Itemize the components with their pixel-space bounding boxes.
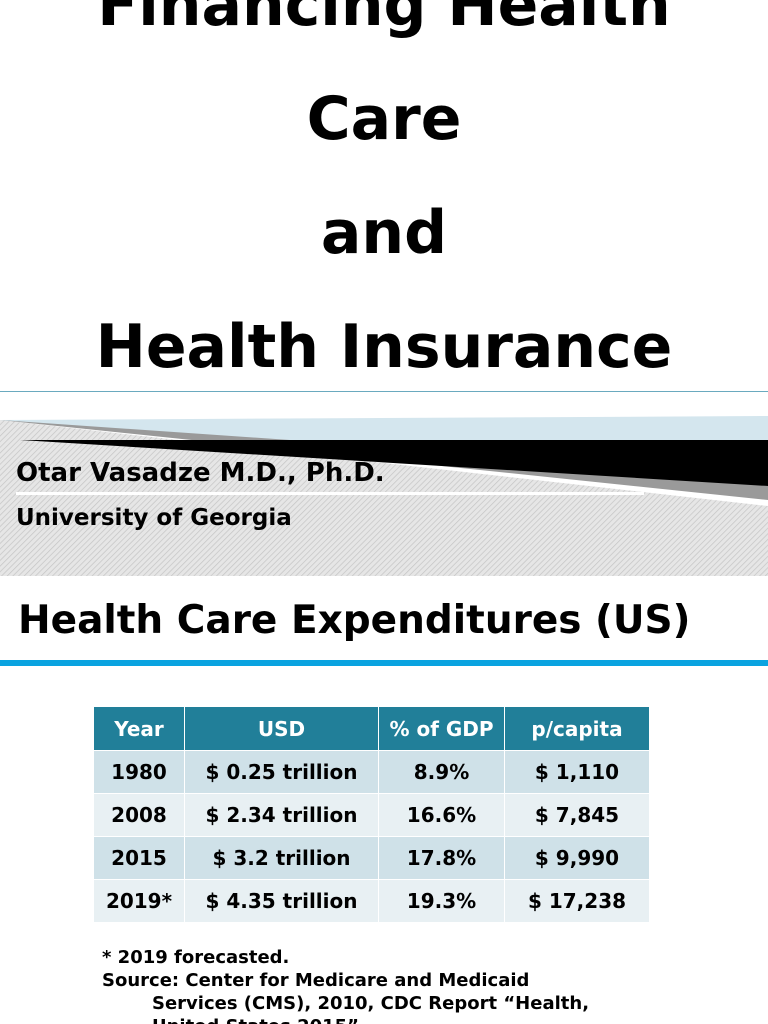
cell-year: 2015 — [93, 836, 185, 880]
cell-per-capita: $ 9,990 — [504, 836, 650, 880]
header-per-capita: p/capita — [504, 706, 650, 751]
author-name: Otar Vasadze M.D., Ph.D. — [16, 458, 385, 488]
cell-usd: $ 0.25 trillion — [184, 750, 379, 794]
cell-year: 1980 — [93, 750, 185, 794]
table-notes: * 2019 forecasted. Source: Center for Me… — [102, 946, 589, 1024]
cell-usd: $ 3.2 trillion — [184, 836, 379, 880]
cell-gdp: 16.6% — [378, 793, 505, 837]
cell-per-capita: $ 1,110 — [504, 750, 650, 794]
cell-per-capita: $ 17,238 — [504, 879, 650, 923]
expenditures-slide: Health Care Expenditures (US) Year USD %… — [0, 576, 768, 1024]
source-line-2: Services (CMS), 2010, CDC Report “Health… — [152, 993, 590, 1014]
table-row: 2015 $ 3.2 trillion 17.8% $ 9,990 — [93, 836, 650, 880]
header-gdp: % of GDP — [378, 706, 505, 751]
table-row: 1980 $ 0.25 trillion 8.9% $ 1,110 — [93, 750, 650, 794]
slide-title: Health Care Expenditures (US) — [18, 598, 691, 643]
cell-gdp: 8.9% — [378, 750, 505, 794]
cell-gdp: 17.8% — [378, 836, 505, 880]
title-line-4: Health Insurance — [95, 312, 673, 382]
title: Financing Health Care and Health Insuran… — [0, 0, 768, 404]
source-line-1: Source: Center for Medicare and Medicaid — [102, 970, 530, 991]
table-row: 2019* $ 4.35 trillion 19.3% $ 17,238 — [93, 879, 650, 923]
title-slide-decoration — [0, 416, 768, 576]
footnote: * 2019 forecasted. — [102, 947, 290, 968]
cell-year: 2008 — [93, 793, 185, 837]
title-line-1: Financing Health — [97, 0, 671, 40]
cell-gdp: 19.3% — [378, 879, 505, 923]
header-year: Year — [93, 706, 185, 751]
title-line-2: Care — [306, 84, 462, 154]
table-header-row: Year USD % of GDP p/capita — [93, 706, 650, 751]
cell-usd: $ 4.35 trillion — [184, 879, 379, 923]
title-divider — [0, 391, 768, 392]
black-wedge — [20, 440, 768, 486]
title-slide: Financing Health Care and Health Insuran… — [0, 0, 768, 576]
author-underline — [16, 492, 644, 495]
header-usd: USD — [184, 706, 379, 751]
cell-usd: $ 2.34 trillion — [184, 793, 379, 837]
hatched-band — [0, 420, 768, 576]
cell-per-capita: $ 7,845 — [504, 793, 650, 837]
source-line-3: United States 2015” — [102, 1015, 589, 1024]
title-line-3: and — [320, 198, 448, 268]
institution-name: University of Georgia — [16, 505, 292, 531]
table-row: 2008 $ 2.34 trillion 16.6% $ 7,845 — [93, 793, 650, 837]
cell-year: 2019* — [93, 879, 185, 923]
title-rule — [0, 660, 768, 666]
expenditures-table: Year USD % of GDP p/capita 1980 $ 0.25 t… — [93, 706, 650, 923]
